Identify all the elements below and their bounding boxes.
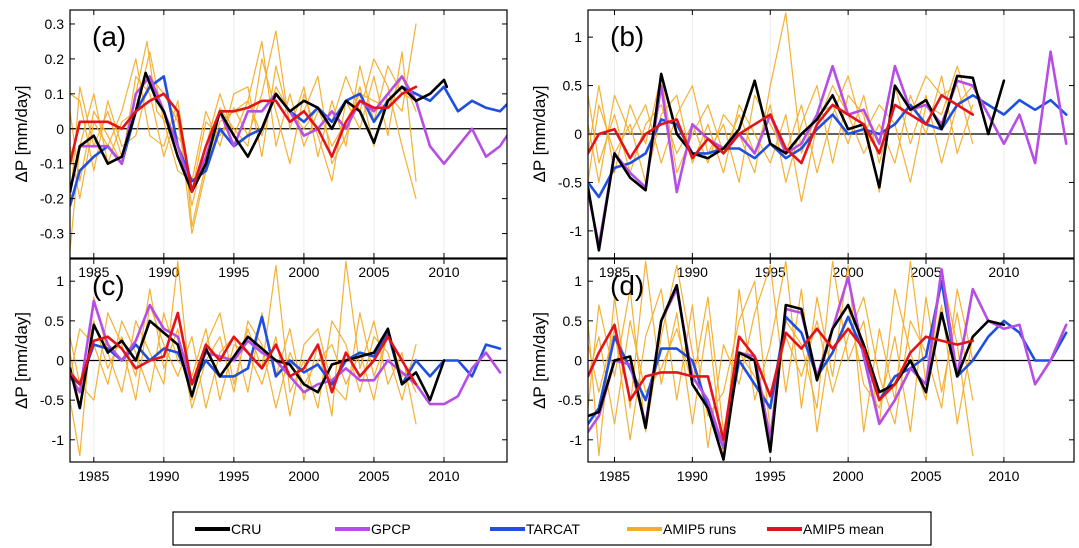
x-tick-label: 1990 (677, 468, 708, 484)
panel-label: (d) (610, 270, 644, 301)
legend-label: AMIP5 runs (663, 521, 736, 537)
series-amip5-runs-member-line (70, 30, 417, 200)
y-tick-label: 0.1 (45, 86, 65, 102)
x-tick-label: 2000 (833, 468, 864, 484)
y-tick-label: 1 (574, 29, 582, 45)
y-tick-label: 0.3 (45, 16, 65, 32)
y-tick-label: -0.5 (40, 392, 64, 408)
legend: CRU GPCP TARCAT AMIP5 runs AMIP5 mean (172, 511, 932, 546)
series-group (588, 12, 1068, 252)
series-tarcat-line (588, 279, 1068, 449)
y-tick-label: -1 (570, 223, 583, 239)
legend-item-tarcat: TARCAT (490, 521, 580, 537)
series-gpcp-line (588, 268, 1068, 449)
y-tick-label: 0 (56, 353, 64, 369)
series-amip5-runs-member-line (70, 40, 417, 228)
series-amip5-mean-line (70, 311, 418, 394)
x-tick-label: 2005 (910, 468, 941, 484)
series-amip5-mean-line (70, 85, 418, 193)
y-tick-label: -1 (570, 432, 583, 448)
y-tick-label: -0.5 (558, 174, 582, 190)
series-amip5-runs-member-line (70, 312, 417, 417)
legend-item-amip5-runs: AMIP5 runs (627, 521, 736, 537)
y-tick-label: -1 (52, 432, 65, 448)
series-cru-line (70, 319, 446, 410)
x-tick-label: 1985 (78, 468, 109, 484)
legend-item-gpcp: GPCP (335, 521, 411, 537)
series-gpcp-line (588, 50, 1068, 247)
y-tick-label: 0.5 (563, 313, 583, 329)
y-tick-label: 1 (56, 273, 64, 289)
axes-frame (69, 9, 508, 259)
y-tick-label: 0.2 (45, 51, 65, 67)
x-tick-label: 1990 (148, 468, 179, 484)
series-amip5-runs-member-line (588, 260, 974, 461)
y-tick-label: -0.1 (40, 156, 64, 172)
y-axis-label: ΔP [mm/day] (530, 312, 549, 409)
series-gpcp-line (70, 299, 502, 406)
y-axis-label: ΔP [mm/day] (12, 312, 31, 409)
series-cru-line (588, 72, 1006, 252)
panel-label: (b) (610, 21, 644, 52)
y-axis-label: ΔP [mm/day] (12, 85, 31, 182)
x-tick-label: 2010 (988, 468, 1019, 484)
legend-label: GPCP (371, 521, 411, 537)
legend-item-amip5-mean: AMIP5 mean (767, 521, 884, 537)
series-gpcp-line (70, 75, 507, 193)
y-tick-label: 1 (574, 273, 582, 289)
legend-label: TARCAT (526, 521, 580, 537)
x-tick-label: 1995 (218, 468, 249, 484)
panel-a: 1985 1990 1995 2000 2005 2010-0.3-0.2-0.100.1… (12, 9, 508, 280)
x-tick-label: 2010 (428, 468, 459, 484)
series-group (70, 23, 507, 252)
y-axis-label: ΔP [mm/day] (530, 85, 549, 182)
x-tick-label: 2005 (358, 468, 389, 484)
legend-label: AMIP5 mean (803, 521, 884, 537)
y-tick-label: -0.2 (40, 191, 64, 207)
panel-label: (c) (92, 270, 125, 301)
series-amip5-mean-line (588, 94, 975, 165)
legend-box (172, 511, 932, 546)
series-cru-line (70, 71, 449, 193)
y-tick-label: 0 (574, 126, 582, 142)
y-tick-label: 0 (574, 353, 582, 369)
y-tick-label: -0.5 (558, 392, 582, 408)
y-tick-label: 0 (56, 121, 64, 137)
series-amip5-mean-line (588, 323, 975, 442)
legend-label: CRU (231, 521, 261, 537)
x-tick-label: 1995 (755, 468, 786, 484)
series-tarcat-line (588, 94, 1068, 199)
series-amip5-runs-member-line (588, 264, 974, 449)
x-tick-label: 2000 (288, 468, 319, 484)
series-group (70, 260, 502, 457)
y-tick-label: 0.5 (563, 78, 583, 94)
series-amip5-runs-member-line (70, 51, 417, 235)
legend-item-cru: CRU (195, 521, 261, 537)
y-tick-label: -0.3 (40, 226, 64, 242)
y-tick-label: 0.5 (45, 313, 65, 329)
panel-c: 1985 1990 1995 2000 2005 2010 -1 -0.5 0 0.5 1 ΔP [m… (12, 258, 508, 484)
panel-label: (a) (92, 21, 126, 52)
series-amip5-runs-member-line (70, 23, 417, 252)
series-amip5-runs-member-line (588, 65, 974, 183)
panel-d: 1985 1990 1995 2000 2005 2010 -1 -0.5 0 0.5 1 ΔP [m… (530, 258, 1075, 484)
x-tick-label: 1985 (599, 468, 630, 484)
series-group (588, 260, 1068, 461)
